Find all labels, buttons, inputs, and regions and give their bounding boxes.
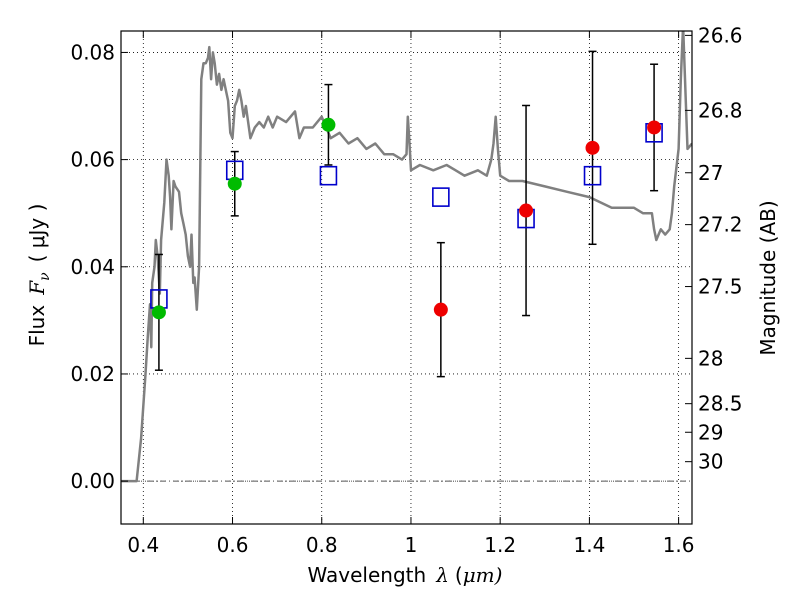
y2-tick-label: 26.6 [698,23,743,47]
x-tick-label: 0.8 [306,533,338,557]
model-photometry-square [583,165,602,186]
data-markers [150,117,663,320]
grid-lines [121,31,692,524]
y2-tick-label: 29 [698,420,723,444]
red-data-point [647,120,662,135]
x-tick-label: 0.4 [127,533,159,557]
red-data-point [585,140,600,155]
x-tick-label: 1.2 [484,533,516,557]
x-tick-label: 1.6 [663,533,695,557]
x-tick-label: 1.4 [573,533,605,557]
x-tick-label: 0.6 [217,533,249,557]
y2-tick-label: 28.5 [698,392,743,416]
y-tick-label: 0.06 [70,148,115,172]
red-data-point [433,302,448,317]
y2-tick-label: 28 [698,346,723,370]
model-spectrum-line [121,31,692,483]
y2-tick-label: 27.2 [698,213,743,237]
y2-axis-title: Magnitude (AB) [756,200,780,355]
error-bars [154,50,659,378]
y2-tick-label: 27 [698,161,723,185]
y-axis-title: FluxFν( μJy ) [25,204,53,347]
green-data-point [151,305,166,320]
y-tick-label: 0.08 [70,40,115,64]
model-photometry-square [319,165,338,186]
y-tick-label: 0.02 [70,362,115,386]
y2-tick-label: 26.8 [698,98,743,122]
axis-ticks: 0.4 0.6 0.8 1 1.2 1.4 1.6 0.00 0.02 0.04 0.06 0.08 2… [70,23,742,557]
green-data-point [321,117,336,132]
model-spectrum-path [121,31,692,483]
model-photometry-square [432,187,450,207]
x-tick-label: 1 [405,533,418,557]
red-data-point [519,203,534,218]
y2-tick-label: 30 [698,450,723,474]
plot-frame [120,30,693,525]
y-tick-label: 0.00 [70,469,115,493]
y-tick-label: 0.04 [70,255,115,279]
y2-tick-label: 27.5 [698,275,743,299]
green-data-point [227,176,242,191]
x-axis-title: Wavelength λ (μm) [308,563,503,587]
